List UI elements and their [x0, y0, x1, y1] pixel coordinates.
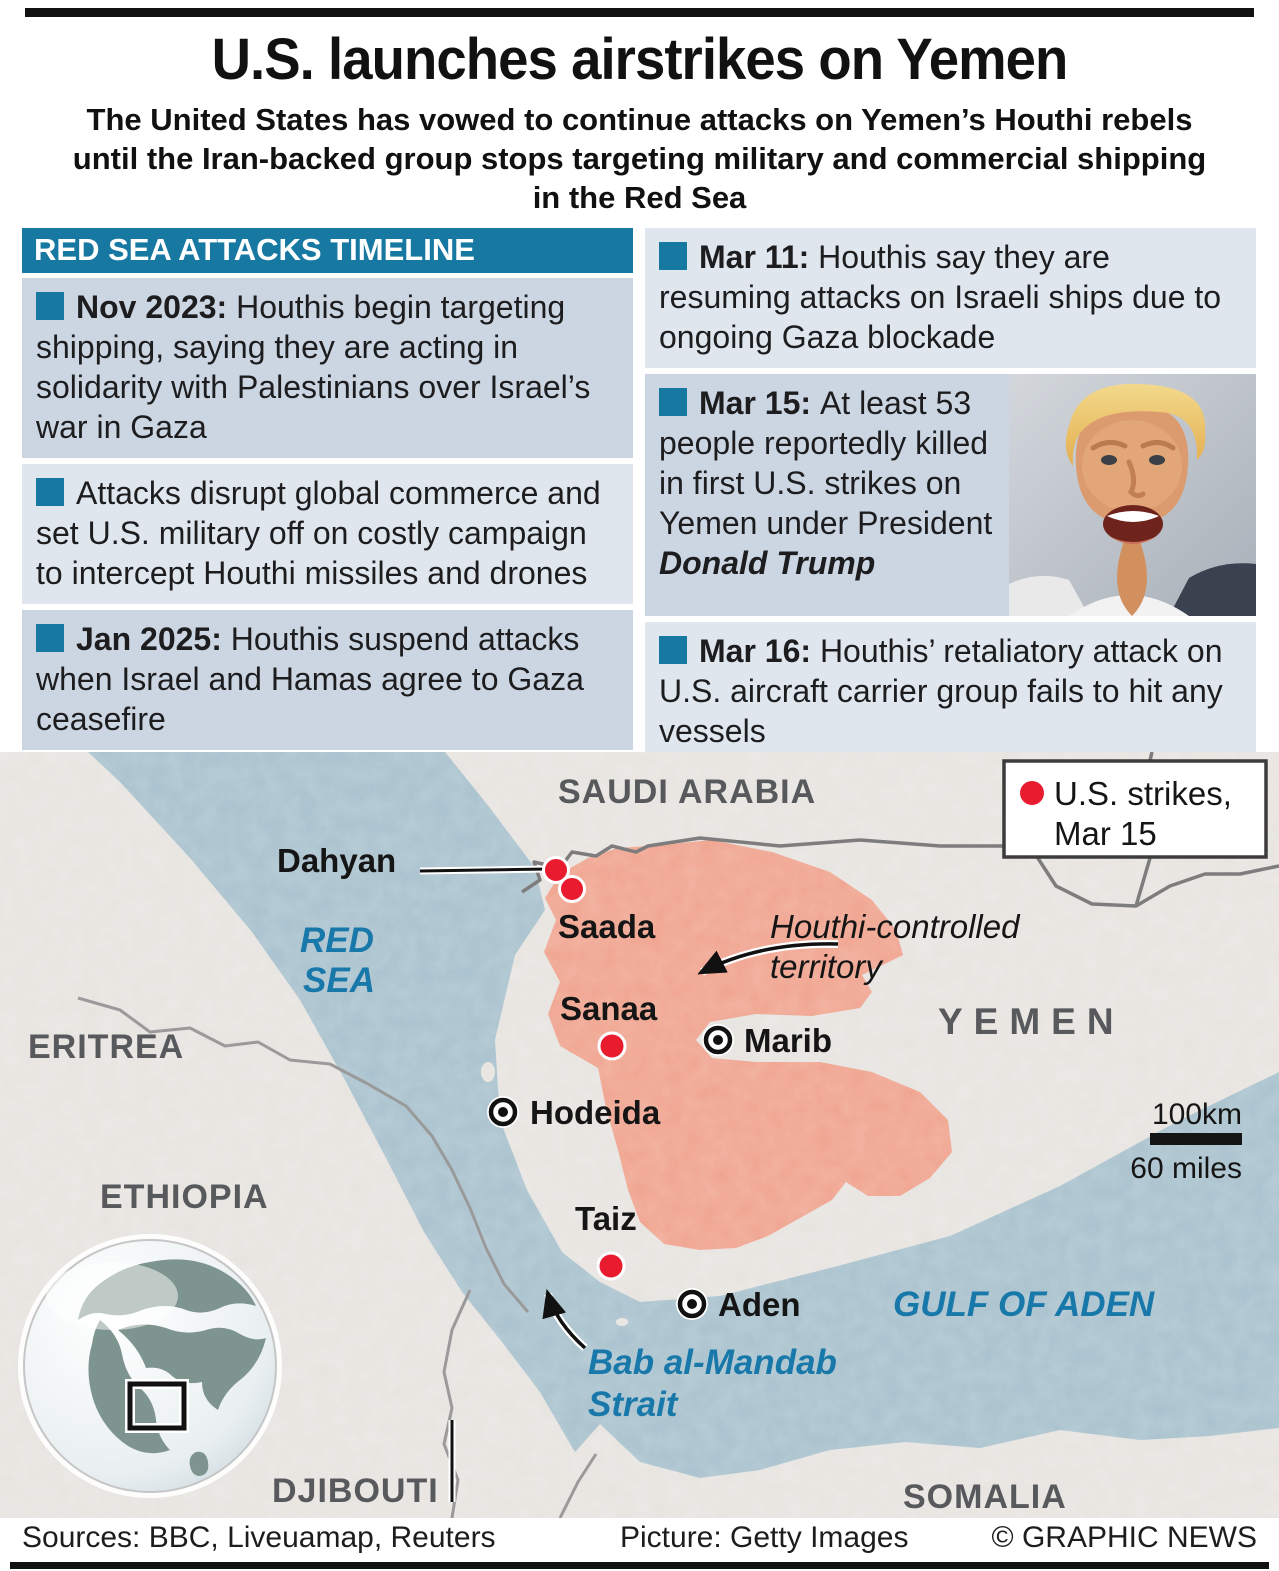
strike-dot-sanaa [597, 1031, 627, 1061]
bullet-square-icon [659, 388, 687, 416]
timeline-right-column: Mar 11: Houthis say they are resuming at… [645, 228, 1256, 768]
top-rule [25, 8, 1254, 17]
label-ethiopia: ETHIOPIA [100, 1178, 269, 1216]
label-hodeida: Hodeida [530, 1094, 661, 1131]
yemen-map: SAUDI ARABIA YEMEN ERITREA ETHIOPIA DJIB… [0, 752, 1279, 1518]
legend-line1: U.S. strikes, [1054, 775, 1232, 812]
bottom-rule [10, 1562, 1269, 1569]
timeline-item-mar-15: Mar 15: At least 53 people reportedly ki… [645, 374, 1256, 616]
houthi-annotation-arrow [697, 939, 839, 976]
bullet-square-icon [659, 636, 687, 664]
label-bab-al-mandab-2: Strait [588, 1385, 679, 1424]
label-aden: Aden [718, 1286, 801, 1323]
timeline-item-text: Houthis say they are resuming attacks on… [659, 239, 1222, 355]
label-sanaa: Sanaa [560, 990, 658, 1027]
label-saudi-arabia: SAUDI ARABIA [558, 773, 816, 811]
strike-dot-dahyan-2 [558, 875, 586, 903]
label-somalia: SOMALIA [903, 1478, 1067, 1516]
globe-highlight-rect [125, 1379, 189, 1433]
timeline-item-mar-16: Mar 16: Houthis’ retaliatory attack on U… [645, 622, 1256, 762]
marker-hodeida [487, 1096, 519, 1128]
label-red-sea-2: SEA [303, 961, 375, 1000]
city-markers [487, 1024, 734, 1320]
timeline-item-nov-2023: Nov 2023: Houthis begin targeting shippi… [22, 278, 633, 458]
trump-portrait-graphic [1009, 374, 1256, 616]
bullet-square-icon [36, 478, 64, 506]
timeline-item-commerce: Attacks disrupt global commerce and set … [22, 464, 633, 604]
footer: Sources: BBC, Liveuamap, Reuters Picture… [22, 1521, 1257, 1559]
label-houthi-controlled: Houthi-controlled [770, 908, 1021, 945]
legend-us-strikes: U.S. strikes, Mar 15 [1002, 759, 1268, 859]
footer-sources: Sources: BBC, Liveuamap, Reuters [22, 1521, 496, 1554]
label-saada: Saada [558, 908, 656, 945]
label-dahyan: Dahyan [277, 842, 396, 879]
page-title: U.S. launches airstrikes on Yemen [211, 27, 1069, 92]
timeline-item-text: At least 53 people reportedly killed in … [659, 385, 993, 541]
page-subtitle: The United States has vowed to continue … [72, 102, 1207, 215]
label-eritrea: ERITREA [28, 1028, 184, 1066]
timeline-item-mar-11: Mar 11: Houthis say they are resuming at… [645, 228, 1256, 368]
label-red-sea-1: RED [300, 921, 374, 960]
label-marib: Marib [744, 1022, 832, 1059]
bullet-square-icon [36, 624, 64, 652]
scale-miles: 60 miles [1130, 1152, 1242, 1185]
label-territory: territory [770, 948, 884, 985]
map-canvas: SAUDI ARABIA YEMEN ERITREA ETHIOPIA DJIB… [0, 752, 1279, 1518]
timeline-left-column: RED SEA ATTACKS TIMELINE Nov 2023: Houth… [22, 228, 633, 768]
bullet-square-icon [36, 292, 64, 320]
timeline-item-text: Houthis suspend attacks when Israel and … [36, 621, 584, 737]
african-borders [77, 996, 598, 1518]
timeline-item-text: Houthis begin targeting shipping, saying… [36, 289, 591, 445]
marker-marib [702, 1024, 734, 1056]
timeline-item-jan-2025: Jan 2025: Houthis suspend attacks when I… [22, 610, 633, 750]
label-yemen: YEMEN [938, 1001, 1125, 1042]
dahyan-leader-line [419, 865, 549, 875]
legend-strike-dot-icon [1020, 781, 1044, 805]
timeline-item-text: Houthis’ retaliatory attack on U.S. airc… [659, 633, 1223, 749]
marker-aden [676, 1288, 708, 1320]
strike-dot-taiz [596, 1251, 626, 1281]
label-djibouti: DJIBOUTI [272, 1472, 439, 1510]
person-name: Donald Trump [659, 545, 876, 581]
timeline-columns: RED SEA ATTACKS TIMELINE Nov 2023: Houth… [22, 228, 1257, 768]
photo-donald-trump [1009, 374, 1256, 616]
globe-locator [18, 1234, 282, 1498]
label-bab-al-mandab-1: Bab al-Mandab [588, 1343, 837, 1382]
footer-picture-credit: Picture: Getty Images [620, 1521, 909, 1554]
label-taiz: Taiz [575, 1200, 637, 1237]
label-gulf-of-aden: GULF OF ADEN [893, 1285, 1155, 1324]
section-header: RED SEA ATTACKS TIMELINE [22, 228, 633, 273]
footer-graphic-news-credit: © GRAPHIC NEWS [991, 1521, 1257, 1554]
scale-bar: 100km 60 miles [1130, 1098, 1242, 1185]
timeline-item-text: Attacks disrupt global commerce and set … [36, 475, 601, 591]
strait-arrow [542, 1288, 588, 1351]
bullet-square-icon [659, 242, 687, 270]
scale-km: 100km [1152, 1098, 1242, 1131]
strike-dots [542, 856, 627, 1281]
strike-dot-dahyan-1 [542, 856, 570, 884]
legend-line2: Mar 15 [1054, 815, 1157, 852]
